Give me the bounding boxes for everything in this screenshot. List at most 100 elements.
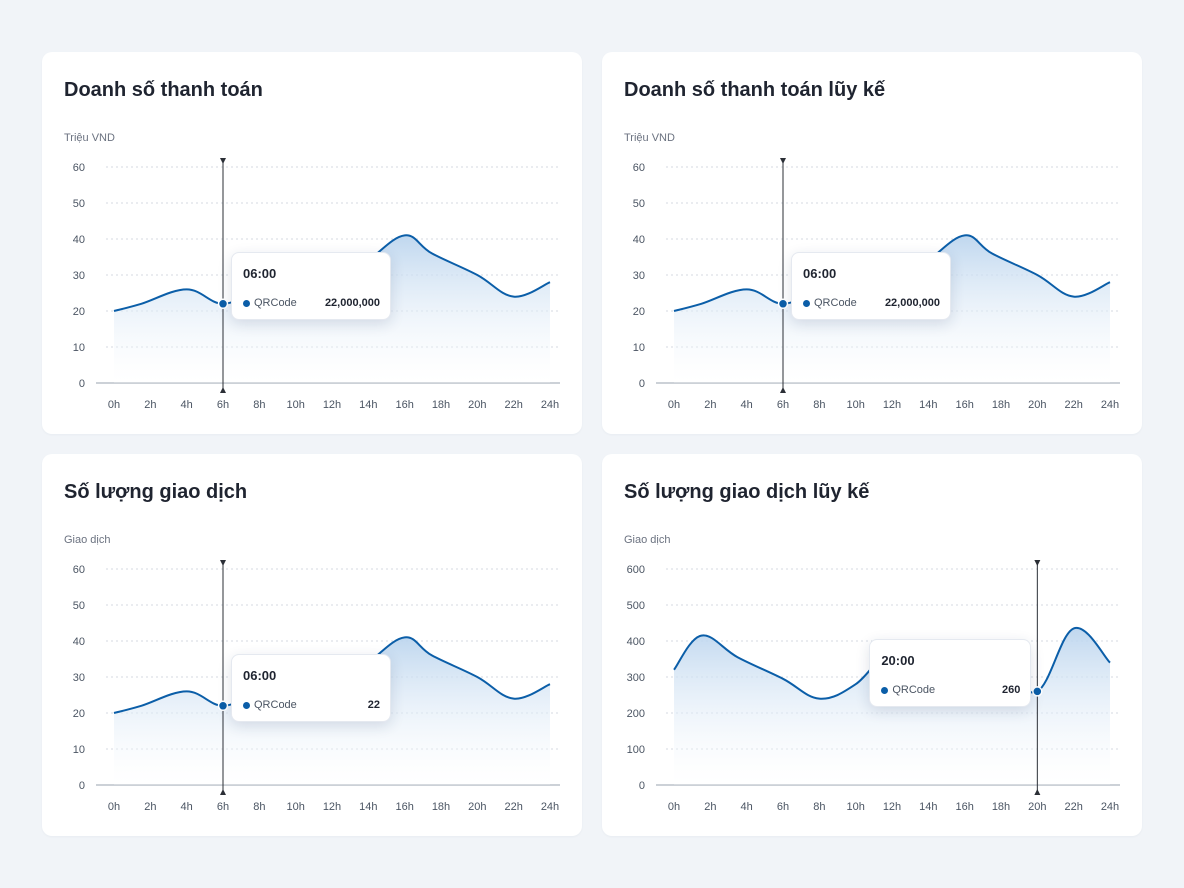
tooltip-time: 20:00 bbox=[881, 653, 915, 669]
x-tick-label: 4h bbox=[181, 399, 193, 411]
y-tick-label: 10 bbox=[633, 342, 645, 354]
x-tick-label: 2h bbox=[704, 399, 716, 411]
y-axis-unit-label: Triệu VND bbox=[624, 132, 675, 144]
y-tick-label: 40 bbox=[73, 234, 85, 246]
y-tick-label: 600 bbox=[627, 564, 645, 576]
x-tick-label: 18h bbox=[432, 801, 450, 813]
area-chart[interactable]: 0 10 20 30 40 50 60 0h 2h 4h 6h 8h 10h 12h 14h 16h 18h 20… bbox=[42, 454, 582, 836]
tooltip-time: 06:00 bbox=[243, 667, 277, 683]
crosshair-bottom-marker-icon bbox=[780, 387, 786, 393]
x-tick-label: 18h bbox=[992, 801, 1010, 813]
y-tick-label: 0 bbox=[79, 780, 85, 792]
highlight-point bbox=[777, 298, 789, 310]
x-tick-label: 10h bbox=[846, 399, 864, 411]
x-tick-label: 20h bbox=[1028, 399, 1046, 411]
y-tick-label: 20 bbox=[633, 306, 645, 318]
x-tick-label: 0h bbox=[668, 399, 680, 411]
y-axis-unit-label: Giao dịch bbox=[64, 534, 111, 546]
x-tick-label: 20h bbox=[468, 801, 486, 813]
card-title: Số lượng giao dịch bbox=[64, 481, 248, 503]
x-tick-label: 0h bbox=[108, 399, 120, 411]
tooltip-series-name: QRCode bbox=[814, 296, 857, 309]
x-tick-label: 12h bbox=[883, 801, 901, 813]
tooltip-time: 06:00 bbox=[803, 265, 837, 281]
y-tick-label: 200 bbox=[627, 708, 645, 720]
y-tick-label: 0 bbox=[639, 378, 645, 390]
chart-tooltip: 06:00 QRCode 22,000,000 bbox=[231, 251, 391, 320]
x-tick-label: 22h bbox=[1064, 399, 1082, 411]
y-tick-label: 300 bbox=[627, 672, 645, 684]
crosshair-top-marker-icon bbox=[220, 560, 226, 566]
crosshair-bottom-marker-icon bbox=[220, 789, 226, 795]
tooltip-value: 22 bbox=[367, 698, 380, 711]
x-tick-label: 14h bbox=[919, 399, 937, 411]
series-dot-icon bbox=[243, 299, 250, 307]
chart-card-cumulative-payment-revenue: Doanh số thanh toán lũy kế Triệu VND 0 10… bbox=[602, 52, 1142, 434]
y-tick-label: 60 bbox=[633, 162, 645, 174]
y-tick-label: 40 bbox=[73, 636, 85, 648]
card-title: Số lượng giao dịch lũy kế bbox=[624, 481, 870, 503]
crosshair-bottom-marker-icon bbox=[220, 387, 226, 393]
tooltip-value: 260 bbox=[1001, 684, 1021, 697]
chart-card-payment-revenue: Doanh số thanh toán Triệu VND 0 10 20 30 40 5… bbox=[42, 52, 582, 434]
x-tick-label: 6h bbox=[777, 801, 789, 813]
tooltip-value: 22,000,000 bbox=[884, 296, 940, 309]
tooltip-time: 06:00 bbox=[243, 265, 277, 281]
y-tick-label: 50 bbox=[633, 198, 645, 210]
y-tick-label: 30 bbox=[633, 270, 645, 282]
y-tick-label: 400 bbox=[627, 636, 645, 648]
x-tick-label: 10h bbox=[286, 399, 304, 411]
x-tick-label: 12h bbox=[883, 399, 901, 411]
tooltip-series-name: QRCode bbox=[892, 684, 936, 697]
x-tick-label: 22h bbox=[504, 801, 522, 813]
x-tick-label: 4h bbox=[741, 399, 753, 411]
tooltip-value: 22,000,000 bbox=[324, 296, 380, 309]
y-tick-label: 0 bbox=[79, 378, 85, 390]
crosshair-bottom-marker-icon bbox=[1034, 789, 1041, 795]
x-tick-label: 0h bbox=[108, 801, 120, 813]
x-tick-label: 20h bbox=[468, 399, 486, 411]
x-tick-label: 8h bbox=[813, 801, 825, 813]
y-tick-label: 0 bbox=[639, 780, 645, 792]
x-tick-label: 2h bbox=[144, 399, 156, 411]
y-tick-label: 100 bbox=[627, 744, 645, 756]
area-chart[interactable]: 0 10 20 30 40 50 60 0h 2h 4h 6h 8h 10h 12h 14h 16h 18h 20… bbox=[602, 52, 1142, 434]
x-tick-label: 22h bbox=[1064, 801, 1082, 813]
tooltip-series-name: QRCode bbox=[254, 698, 297, 711]
highlight-point bbox=[1032, 686, 1043, 697]
x-tick-label: 4h bbox=[181, 801, 193, 813]
y-tick-label: 10 bbox=[73, 342, 85, 354]
x-tick-label: 2h bbox=[144, 801, 156, 813]
y-axis-unit-label: Giao dịch bbox=[624, 534, 671, 546]
chart-card-cumulative-transaction-count: Số lượng giao dịch lũy kế Giao dịch 0 100… bbox=[602, 454, 1142, 836]
x-tick-label: 16h bbox=[955, 801, 973, 813]
x-tick-label: 16h bbox=[395, 399, 413, 411]
x-tick-label: 18h bbox=[432, 399, 450, 411]
x-tick-label: 20h bbox=[1028, 801, 1046, 813]
y-tick-label: 30 bbox=[73, 270, 85, 282]
x-tick-label: 2h bbox=[704, 801, 716, 813]
x-tick-label: 10h bbox=[286, 801, 304, 813]
y-tick-label: 40 bbox=[633, 234, 645, 246]
y-tick-label: 500 bbox=[627, 600, 645, 612]
x-tick-label: 0h bbox=[668, 801, 680, 813]
x-tick-label: 18h bbox=[992, 399, 1010, 411]
y-tick-label: 60 bbox=[73, 162, 85, 174]
highlight-point bbox=[217, 298, 229, 310]
y-axis-unit-label: Triệu VND bbox=[64, 132, 115, 144]
y-tick-label: 20 bbox=[73, 708, 85, 720]
y-tick-label: 50 bbox=[73, 198, 85, 210]
y-tick-label: 30 bbox=[73, 672, 85, 684]
area-chart[interactable]: 0 10 20 30 40 50 60 0h 2h 4h 6h 8h 10h 12h 14h 16h 18h 20… bbox=[42, 52, 582, 434]
card-title: Doanh số thanh toán bbox=[64, 79, 263, 101]
x-tick-label: 4h bbox=[741, 801, 753, 813]
series-dot-icon bbox=[803, 299, 810, 307]
x-tick-label: 6h bbox=[217, 399, 229, 411]
x-tick-label: 6h bbox=[777, 399, 789, 411]
x-tick-label: 14h bbox=[919, 801, 937, 813]
x-tick-label: 8h bbox=[253, 801, 265, 813]
tooltip-series-name: QRCode bbox=[254, 296, 297, 309]
x-tick-label: 22h bbox=[504, 399, 522, 411]
y-tick-label: 50 bbox=[73, 600, 85, 612]
crosshair-top-marker-icon bbox=[220, 158, 226, 164]
